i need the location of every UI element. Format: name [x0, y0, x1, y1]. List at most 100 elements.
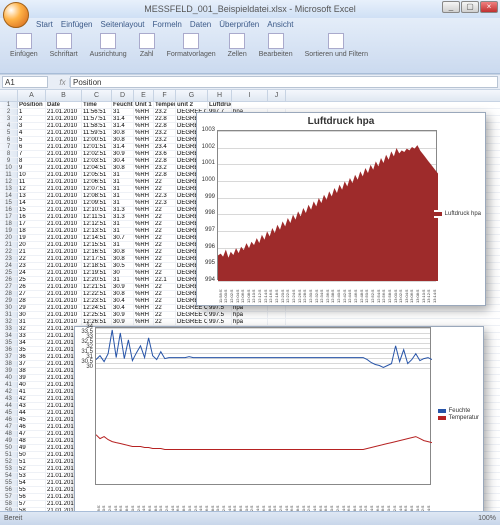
row-header[interactable]: 41	[0, 382, 18, 388]
col-header-D[interactable]: D	[112, 90, 134, 101]
ribbon-group[interactable]: Formatvorlagen	[163, 31, 220, 60]
row-header[interactable]: 55	[0, 480, 18, 486]
header-cell[interactable]: Date	[46, 102, 82, 108]
row-header[interactable]: 28	[0, 291, 18, 297]
tab-seitenlayout[interactable]: Seitenlayout	[101, 20, 145, 29]
row-header[interactable]: 24	[0, 263, 18, 269]
row-header[interactable]: 1	[0, 102, 18, 108]
col-header-A[interactable]: A	[18, 90, 46, 101]
row-header[interactable]: 32	[0, 319, 18, 325]
row-header[interactable]: 25	[0, 270, 18, 276]
row-header[interactable]: 7	[0, 144, 18, 150]
row-header[interactable]: 8	[0, 151, 18, 157]
tab-start[interactable]: Start	[36, 20, 53, 29]
row-header[interactable]: 23	[0, 256, 18, 262]
formula-content[interactable]: Position	[70, 76, 498, 88]
row-header[interactable]: 54	[0, 473, 18, 479]
row-header[interactable]: 50	[0, 445, 18, 451]
row-header[interactable]: 26	[0, 277, 18, 283]
header-cell[interactable]: Time	[82, 102, 112, 108]
row-header[interactable]: 36	[0, 347, 18, 353]
row-header[interactable]: 43	[0, 396, 18, 402]
col-header-G[interactable]: G	[176, 90, 208, 101]
row-header[interactable]: 40	[0, 375, 18, 381]
minimize-button[interactable]: _	[442, 1, 460, 13]
row-header[interactable]: 19	[0, 228, 18, 234]
header-cell[interactable]: Temperatur	[154, 102, 176, 108]
row-header[interactable]: 27	[0, 284, 18, 290]
row-header[interactable]: 31	[0, 312, 18, 318]
row-header[interactable]: 20	[0, 235, 18, 241]
row-header[interactable]: 49	[0, 438, 18, 444]
row-header[interactable]: 9	[0, 158, 18, 164]
row-header[interactable]: 3	[0, 116, 18, 122]
col-header-J[interactable]: J	[268, 90, 286, 101]
name-box[interactable]: A1	[2, 76, 48, 88]
row-header[interactable]: 33	[0, 326, 18, 332]
col-header-I[interactable]: I	[232, 90, 268, 101]
col-header-F[interactable]: F	[154, 90, 176, 101]
row-header[interactable]: 13	[0, 186, 18, 192]
chart-feuchte-temp[interactable]: 3030.53131.53232.53333.534 FeuchteTemper…	[74, 326, 484, 511]
ribbon-group[interactable]: Zahl	[135, 31, 159, 60]
row-header[interactable]: 37	[0, 354, 18, 360]
header-cell[interactable]: unit 2	[176, 102, 208, 108]
header-cell[interactable]: Position	[18, 102, 46, 108]
row-header[interactable]: 12	[0, 179, 18, 185]
col-header-B[interactable]: B	[46, 90, 82, 101]
row-header[interactable]: 35	[0, 340, 18, 346]
row-header[interactable]: 48	[0, 431, 18, 437]
row-header[interactable]: 2	[0, 109, 18, 115]
row-header[interactable]: 57	[0, 494, 18, 500]
tab-ansicht[interactable]: Ansicht	[267, 20, 293, 29]
status-zoom[interactable]: 100%	[478, 515, 496, 522]
row-header[interactable]: 5	[0, 130, 18, 136]
tab-ueberpruefen[interactable]: Überprüfen	[219, 20, 259, 29]
row-header[interactable]: 42	[0, 389, 18, 395]
tab-einfuegen[interactable]: Einfügen	[61, 20, 93, 29]
row-header[interactable]: 4	[0, 123, 18, 129]
close-button[interactable]: ×	[480, 1, 498, 13]
worksheet[interactable]: ABCDEFGHIJ 1PositionDateTimeFeuchteUnit …	[0, 90, 500, 511]
row-header[interactable]: 29	[0, 298, 18, 304]
row-header[interactable]: 10	[0, 165, 18, 171]
row-header[interactable]: 38	[0, 361, 18, 367]
maximize-button[interactable]: ▢	[461, 1, 479, 13]
ribbon-group[interactable]: Schriftart	[46, 31, 82, 60]
col-header-E[interactable]: E	[134, 90, 154, 101]
col-header-C[interactable]: C	[82, 90, 112, 101]
row-header[interactable]: 51	[0, 452, 18, 458]
chart-luftdruck[interactable]: Luftdruck hpa 99499599699799899910001001…	[196, 112, 486, 306]
row-header[interactable]: 47	[0, 424, 18, 430]
tab-formeln[interactable]: Formeln	[153, 20, 182, 29]
row-header[interactable]: 17	[0, 214, 18, 220]
col-header-H[interactable]: H	[208, 90, 232, 101]
table-row[interactable]: 302921.01.201012:24:5130.4%RH22DEGREE C9…	[0, 305, 500, 312]
table-row[interactable]: 323121.01.201012:26:5130.9%RH22DEGREE C9…	[0, 319, 500, 326]
ribbon-group[interactable]: Zellen	[224, 31, 251, 60]
table-row[interactable]: 313021.01.201012:25:5130.9%RH22DEGREE C9…	[0, 312, 500, 319]
row-header[interactable]: 52	[0, 459, 18, 465]
row-header[interactable]: 14	[0, 193, 18, 199]
row-header[interactable]: 21	[0, 242, 18, 248]
row-header[interactable]: 18	[0, 221, 18, 227]
fx-icon[interactable]: fx	[56, 78, 70, 87]
row-header[interactable]: 34	[0, 333, 18, 339]
row-header[interactable]: 58	[0, 501, 18, 507]
ribbon-group[interactable]: Sortieren und Filtern	[301, 31, 372, 60]
ribbon-group[interactable]: Bearbeiten	[255, 31, 297, 60]
select-all-corner[interactable]	[0, 90, 18, 101]
row-header[interactable]: 53	[0, 466, 18, 472]
row-header[interactable]: 56	[0, 487, 18, 493]
row-header[interactable]: 46	[0, 417, 18, 423]
row-header[interactable]: 45	[0, 410, 18, 416]
office-button[interactable]	[3, 2, 29, 28]
header-cell[interactable]: Feuchte	[112, 102, 134, 108]
row-header[interactable]: 22	[0, 249, 18, 255]
row-header[interactable]: 30	[0, 305, 18, 311]
row-header[interactable]: 39	[0, 368, 18, 374]
row-header[interactable]: 11	[0, 172, 18, 178]
ribbon-group[interactable]: Einfügen	[6, 31, 42, 60]
header-cell[interactable]: Luftdruck hpa	[208, 102, 232, 108]
tab-daten[interactable]: Daten	[190, 20, 211, 29]
